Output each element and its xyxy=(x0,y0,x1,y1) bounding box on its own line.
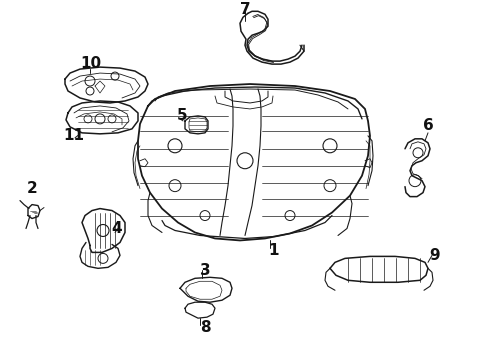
Text: 3: 3 xyxy=(200,263,210,278)
Text: 11: 11 xyxy=(64,128,84,143)
Text: 6: 6 xyxy=(423,118,433,133)
Text: 4: 4 xyxy=(112,221,122,236)
Text: 2: 2 xyxy=(26,181,37,196)
Text: 8: 8 xyxy=(200,320,210,335)
Text: 1: 1 xyxy=(269,243,279,258)
Text: 10: 10 xyxy=(80,55,101,71)
Text: 5: 5 xyxy=(177,108,187,123)
Text: 9: 9 xyxy=(430,248,441,263)
Text: 7: 7 xyxy=(240,2,250,17)
